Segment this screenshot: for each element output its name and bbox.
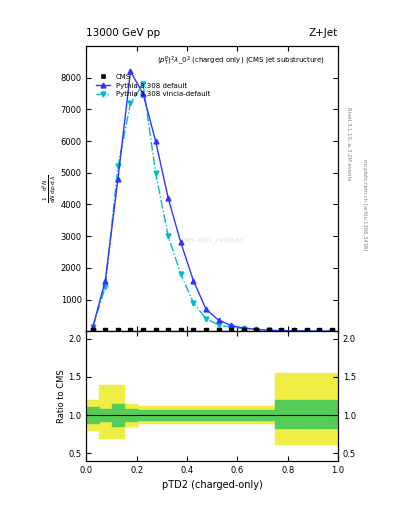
CMS bbox=[128, 327, 133, 333]
CMS bbox=[204, 327, 208, 333]
Text: 13000 GeV pp: 13000 GeV pp bbox=[86, 28, 161, 37]
Pythia 8.308 vincia-default bbox=[90, 324, 95, 330]
Pythia 8.308 vincia-default bbox=[103, 284, 108, 290]
CMS bbox=[304, 327, 309, 333]
Pythia 8.308 default bbox=[266, 327, 271, 333]
Pythia 8.308 default bbox=[103, 278, 108, 284]
CMS bbox=[254, 327, 259, 333]
CMS bbox=[166, 327, 171, 333]
Pythia 8.308 default bbox=[304, 328, 309, 334]
Pythia 8.308 vincia-default bbox=[216, 322, 221, 328]
Line: CMS: CMS bbox=[91, 328, 334, 332]
Pythia 8.308 vincia-default bbox=[153, 169, 158, 176]
Pythia 8.308 default bbox=[241, 325, 246, 331]
Pythia 8.308 vincia-default bbox=[204, 315, 208, 322]
Pythia 8.308 vincia-default bbox=[254, 327, 259, 333]
Pythia 8.308 vincia-default bbox=[116, 163, 120, 169]
Pythia 8.308 default bbox=[204, 306, 208, 312]
Pythia 8.308 default bbox=[254, 326, 259, 332]
Text: Z+Jet: Z+Jet bbox=[309, 28, 338, 37]
CMS bbox=[141, 327, 145, 333]
CMS bbox=[191, 327, 196, 333]
Pythia 8.308 vincia-default bbox=[141, 81, 145, 87]
Pythia 8.308 default bbox=[229, 323, 233, 329]
Line: Pythia 8.308 default: Pythia 8.308 default bbox=[90, 69, 334, 334]
CMS bbox=[116, 327, 120, 333]
Y-axis label: Ratio to CMS: Ratio to CMS bbox=[57, 369, 66, 423]
Text: mcplots.cern.ch [arXiv:1306.3436]: mcplots.cern.ch [arXiv:1306.3436] bbox=[362, 159, 367, 250]
Pythia 8.308 vincia-default bbox=[266, 327, 271, 333]
CMS bbox=[229, 327, 233, 333]
CMS bbox=[90, 327, 95, 333]
CMS bbox=[103, 327, 108, 333]
Pythia 8.308 vincia-default bbox=[166, 233, 171, 239]
Text: CMS-2021_JI920187: CMS-2021_JI920187 bbox=[181, 237, 243, 243]
Pythia 8.308 default bbox=[166, 195, 171, 201]
CMS bbox=[266, 327, 271, 333]
CMS bbox=[292, 327, 296, 333]
Pythia 8.308 vincia-default bbox=[329, 328, 334, 334]
Pythia 8.308 vincia-default bbox=[317, 328, 321, 334]
Pythia 8.308 default bbox=[116, 176, 120, 182]
Pythia 8.308 vincia-default bbox=[304, 328, 309, 334]
Pythia 8.308 default bbox=[90, 324, 95, 330]
Pythia 8.308 default bbox=[178, 240, 183, 246]
Pythia 8.308 vincia-default bbox=[279, 328, 284, 334]
CMS bbox=[317, 327, 321, 333]
Legend: CMS, Pythia 8.308 default, Pythia 8.308 vincia-default: CMS, Pythia 8.308 default, Pythia 8.308 … bbox=[95, 72, 211, 99]
Pythia 8.308 vincia-default bbox=[292, 328, 296, 334]
CMS bbox=[178, 327, 183, 333]
Pythia 8.308 default bbox=[329, 328, 334, 334]
CMS bbox=[153, 327, 158, 333]
Text: Rivet 3.1.10, ≥ 3.2M events: Rivet 3.1.10, ≥ 3.2M events bbox=[346, 106, 351, 180]
Pythia 8.308 default bbox=[141, 91, 145, 97]
Pythia 8.308 default bbox=[216, 317, 221, 323]
Y-axis label: $\frac{1}{\mathrm{d}N}\frac{\mathrm{d}^2N}{\mathrm{d}\,p\,\mathrm{d}\,\lambda}$: $\frac{1}{\mathrm{d}N}\frac{\mathrm{d}^2… bbox=[40, 174, 58, 203]
Pythia 8.308 default bbox=[292, 328, 296, 334]
Pythia 8.308 vincia-default bbox=[241, 326, 246, 332]
Pythia 8.308 default bbox=[128, 68, 133, 74]
Pythia 8.308 default bbox=[317, 328, 321, 334]
Text: $(p_T^p)^2\lambda\_0^2$ (charged only) (CMS jet substructure): $(p_T^p)^2\lambda\_0^2$ (charged only) (… bbox=[157, 55, 325, 68]
Line: Pythia 8.308 vincia-default: Pythia 8.308 vincia-default bbox=[90, 82, 334, 334]
CMS bbox=[329, 327, 334, 333]
Pythia 8.308 default bbox=[153, 138, 158, 144]
X-axis label: pTD2 (charged-only): pTD2 (charged-only) bbox=[162, 480, 263, 490]
Pythia 8.308 default bbox=[191, 278, 196, 284]
CMS bbox=[279, 327, 284, 333]
Pythia 8.308 vincia-default bbox=[128, 100, 133, 106]
Pythia 8.308 vincia-default bbox=[229, 324, 233, 330]
Pythia 8.308 vincia-default bbox=[191, 300, 196, 306]
CMS bbox=[241, 327, 246, 333]
CMS bbox=[216, 327, 221, 333]
Pythia 8.308 vincia-default bbox=[178, 271, 183, 278]
Pythia 8.308 default bbox=[279, 328, 284, 334]
